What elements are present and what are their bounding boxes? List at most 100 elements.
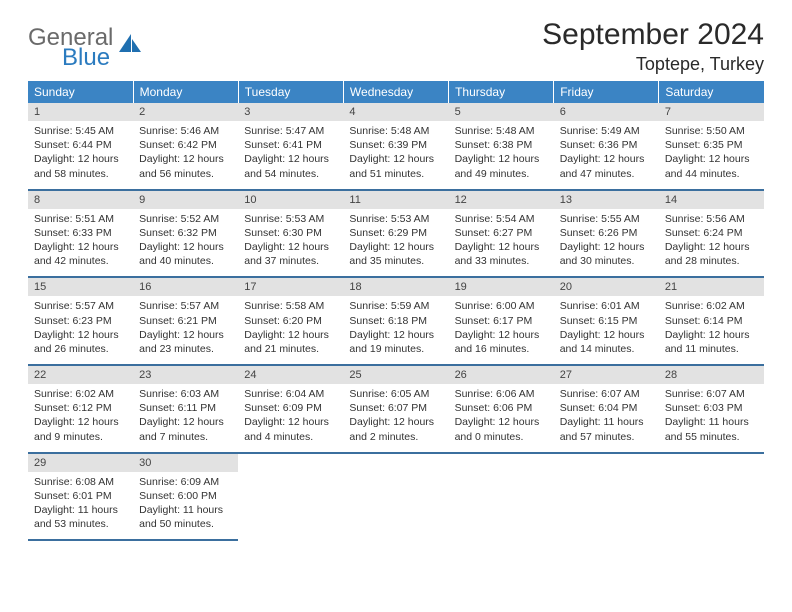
sunset-line: Sunset: 6:17 PM bbox=[455, 314, 548, 328]
day-info: Sunrise: 6:08 AMSunset: 6:01 PMDaylight:… bbox=[28, 472, 133, 540]
day-info: Sunrise: 5:59 AMSunset: 6:18 PMDaylight:… bbox=[343, 296, 448, 364]
day-info: Sunrise: 6:06 AMSunset: 6:06 PMDaylight:… bbox=[449, 384, 554, 452]
sunrise-line: Sunrise: 5:50 AM bbox=[665, 124, 758, 138]
day-number: 10 bbox=[238, 191, 343, 209]
sunset-line: Sunset: 6:33 PM bbox=[34, 226, 127, 240]
sunset-line: Sunset: 6:44 PM bbox=[34, 138, 127, 152]
day-number: 17 bbox=[238, 278, 343, 296]
calendar-day-cell: 12Sunrise: 5:54 AMSunset: 6:27 PMDayligh… bbox=[449, 190, 554, 278]
calendar-day-cell: 17Sunrise: 5:58 AMSunset: 6:20 PMDayligh… bbox=[238, 277, 343, 365]
day-number: 21 bbox=[659, 278, 764, 296]
sunset-line: Sunset: 6:35 PM bbox=[665, 138, 758, 152]
weekday-header: Wednesday bbox=[343, 81, 448, 103]
calendar-day-cell: 11Sunrise: 5:53 AMSunset: 6:29 PMDayligh… bbox=[343, 190, 448, 278]
day-number: 27 bbox=[554, 366, 659, 384]
day-number: 3 bbox=[238, 103, 343, 121]
sunrise-line: Sunrise: 5:48 AM bbox=[349, 124, 442, 138]
day-info: Sunrise: 5:52 AMSunset: 6:32 PMDaylight:… bbox=[133, 209, 238, 277]
daylight-line: Daylight: 12 hours and 11 minutes. bbox=[665, 328, 758, 356]
day-info: Sunrise: 5:53 AMSunset: 6:30 PMDaylight:… bbox=[238, 209, 343, 277]
sunset-line: Sunset: 6:24 PM bbox=[665, 226, 758, 240]
month-title: September 2024 bbox=[542, 18, 764, 52]
day-info: Sunrise: 5:56 AMSunset: 6:24 PMDaylight:… bbox=[659, 209, 764, 277]
calendar-day-cell: 19Sunrise: 6:00 AMSunset: 6:17 PMDayligh… bbox=[449, 277, 554, 365]
daylight-line: Daylight: 12 hours and 9 minutes. bbox=[34, 415, 127, 443]
header: General Blue September 2024 Toptepe, Tur… bbox=[28, 18, 764, 75]
daylight-line: Daylight: 11 hours and 53 minutes. bbox=[34, 503, 127, 531]
sunrise-line: Sunrise: 5:57 AM bbox=[34, 299, 127, 313]
daylight-line: Daylight: 12 hours and 21 minutes. bbox=[244, 328, 337, 356]
daylight-line: Daylight: 12 hours and 47 minutes. bbox=[560, 152, 653, 180]
calendar-day-cell: 16Sunrise: 5:57 AMSunset: 6:21 PMDayligh… bbox=[133, 277, 238, 365]
sunset-line: Sunset: 6:27 PM bbox=[455, 226, 548, 240]
sunrise-line: Sunrise: 5:57 AM bbox=[139, 299, 232, 313]
day-info: Sunrise: 6:00 AMSunset: 6:17 PMDaylight:… bbox=[449, 296, 554, 364]
day-info: Sunrise: 5:57 AMSunset: 6:21 PMDaylight:… bbox=[133, 296, 238, 364]
calendar-day-cell: 15Sunrise: 5:57 AMSunset: 6:23 PMDayligh… bbox=[28, 277, 133, 365]
daylight-line: Daylight: 11 hours and 55 minutes. bbox=[665, 415, 758, 443]
daylight-line: Daylight: 12 hours and 14 minutes. bbox=[560, 328, 653, 356]
calendar-page: General Blue September 2024 Toptepe, Tur… bbox=[0, 0, 792, 559]
day-number: 6 bbox=[554, 103, 659, 121]
sunset-line: Sunset: 6:29 PM bbox=[349, 226, 442, 240]
sunrise-line: Sunrise: 6:08 AM bbox=[34, 475, 127, 489]
calendar-week-row: 29Sunrise: 6:08 AMSunset: 6:01 PMDayligh… bbox=[28, 453, 764, 541]
sunset-line: Sunset: 6:23 PM bbox=[34, 314, 127, 328]
daylight-line: Daylight: 12 hours and 0 minutes. bbox=[455, 415, 548, 443]
sunrise-line: Sunrise: 6:07 AM bbox=[560, 387, 653, 401]
daylight-line: Daylight: 12 hours and 2 minutes. bbox=[349, 415, 442, 443]
day-info: Sunrise: 6:09 AMSunset: 6:00 PMDaylight:… bbox=[133, 472, 238, 540]
day-number: 20 bbox=[554, 278, 659, 296]
sunrise-line: Sunrise: 5:48 AM bbox=[455, 124, 548, 138]
sunrise-line: Sunrise: 6:03 AM bbox=[139, 387, 232, 401]
daylight-line: Daylight: 12 hours and 49 minutes. bbox=[455, 152, 548, 180]
weekday-header: Friday bbox=[554, 81, 659, 103]
calendar-day-cell: 25Sunrise: 6:05 AMSunset: 6:07 PMDayligh… bbox=[343, 365, 448, 453]
sunrise-line: Sunrise: 6:06 AM bbox=[455, 387, 548, 401]
day-info: Sunrise: 6:01 AMSunset: 6:15 PMDaylight:… bbox=[554, 296, 659, 364]
sunrise-line: Sunrise: 6:02 AM bbox=[34, 387, 127, 401]
sunrise-line: Sunrise: 6:07 AM bbox=[665, 387, 758, 401]
sunset-line: Sunset: 6:21 PM bbox=[139, 314, 232, 328]
day-number: 9 bbox=[133, 191, 238, 209]
day-number: 1 bbox=[28, 103, 133, 121]
calendar-day-cell: 2Sunrise: 5:46 AMSunset: 6:42 PMDaylight… bbox=[133, 103, 238, 190]
calendar-day-cell: 28Sunrise: 6:07 AMSunset: 6:03 PMDayligh… bbox=[659, 365, 764, 453]
day-number: 5 bbox=[449, 103, 554, 121]
weekday-header-row: SundayMondayTuesdayWednesdayThursdayFrid… bbox=[28, 81, 764, 103]
sunset-line: Sunset: 6:30 PM bbox=[244, 226, 337, 240]
title-block: September 2024 Toptepe, Turkey bbox=[542, 18, 764, 75]
day-number: 25 bbox=[343, 366, 448, 384]
day-info: Sunrise: 6:02 AMSunset: 6:14 PMDaylight:… bbox=[659, 296, 764, 364]
daylight-line: Daylight: 12 hours and 23 minutes. bbox=[139, 328, 232, 356]
day-info: Sunrise: 6:07 AMSunset: 6:03 PMDaylight:… bbox=[659, 384, 764, 452]
day-info: Sunrise: 5:50 AMSunset: 6:35 PMDaylight:… bbox=[659, 121, 764, 189]
sunset-line: Sunset: 6:26 PM bbox=[560, 226, 653, 240]
day-info: Sunrise: 5:45 AMSunset: 6:44 PMDaylight:… bbox=[28, 121, 133, 189]
daylight-line: Daylight: 12 hours and 51 minutes. bbox=[349, 152, 442, 180]
daylight-line: Daylight: 12 hours and 16 minutes. bbox=[455, 328, 548, 356]
sunrise-line: Sunrise: 5:58 AM bbox=[244, 299, 337, 313]
day-number: 16 bbox=[133, 278, 238, 296]
day-info: Sunrise: 6:07 AMSunset: 6:04 PMDaylight:… bbox=[554, 384, 659, 452]
sunrise-line: Sunrise: 5:52 AM bbox=[139, 212, 232, 226]
calendar-day-cell: 23Sunrise: 6:03 AMSunset: 6:11 PMDayligh… bbox=[133, 365, 238, 453]
sunrise-line: Sunrise: 5:53 AM bbox=[349, 212, 442, 226]
daylight-line: Daylight: 12 hours and 44 minutes. bbox=[665, 152, 758, 180]
calendar-day-cell: 13Sunrise: 5:55 AMSunset: 6:26 PMDayligh… bbox=[554, 190, 659, 278]
calendar-day-cell: 22Sunrise: 6:02 AMSunset: 6:12 PMDayligh… bbox=[28, 365, 133, 453]
daylight-line: Daylight: 12 hours and 58 minutes. bbox=[34, 152, 127, 180]
day-info: Sunrise: 5:58 AMSunset: 6:20 PMDaylight:… bbox=[238, 296, 343, 364]
sunrise-line: Sunrise: 6:09 AM bbox=[139, 475, 232, 489]
sunrise-line: Sunrise: 5:51 AM bbox=[34, 212, 127, 226]
sunrise-line: Sunrise: 6:04 AM bbox=[244, 387, 337, 401]
calendar-day-cell bbox=[449, 453, 554, 541]
day-info: Sunrise: 6:03 AMSunset: 6:11 PMDaylight:… bbox=[133, 384, 238, 452]
calendar-day-cell: 3Sunrise: 5:47 AMSunset: 6:41 PMDaylight… bbox=[238, 103, 343, 190]
sunset-line: Sunset: 6:06 PM bbox=[455, 401, 548, 415]
brand-word2: Blue bbox=[62, 46, 113, 70]
sunset-line: Sunset: 6:12 PM bbox=[34, 401, 127, 415]
calendar-week-row: 8Sunrise: 5:51 AMSunset: 6:33 PMDaylight… bbox=[28, 190, 764, 278]
calendar-day-cell: 1Sunrise: 5:45 AMSunset: 6:44 PMDaylight… bbox=[28, 103, 133, 190]
calendar-day-cell: 7Sunrise: 5:50 AMSunset: 6:35 PMDaylight… bbox=[659, 103, 764, 190]
